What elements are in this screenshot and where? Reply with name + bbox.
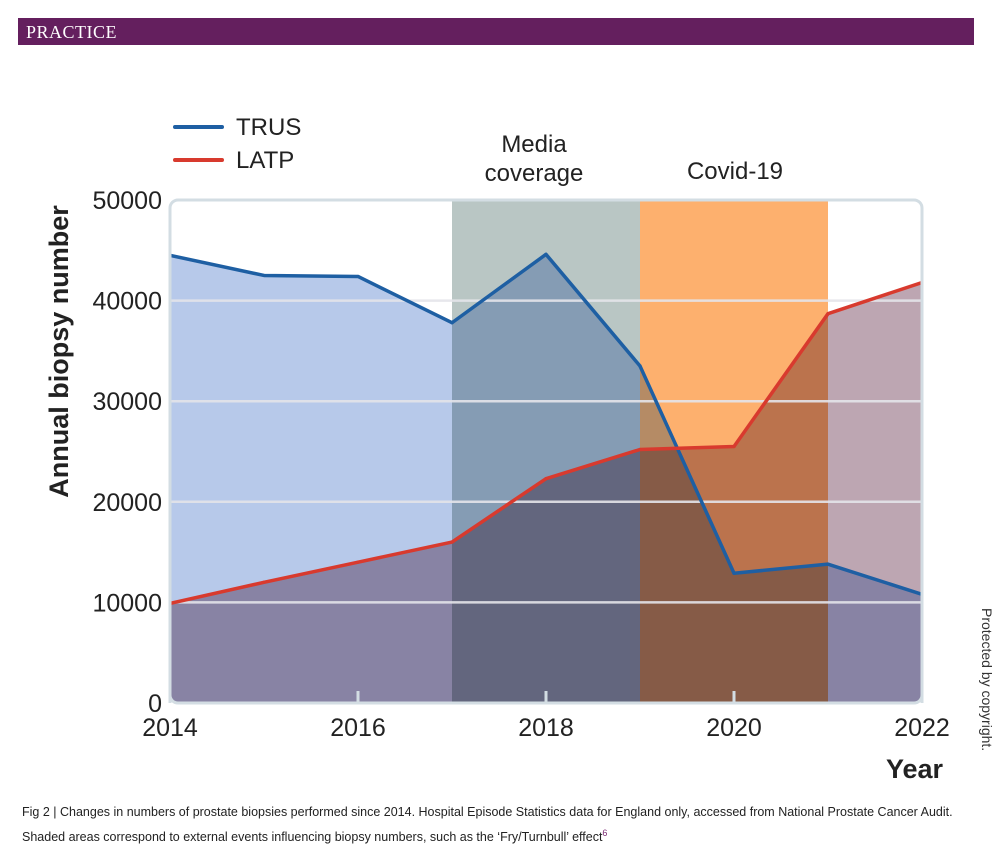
x-tick-label-2018: 2018 — [518, 714, 574, 742]
x-tick-label-2016: 2016 — [330, 714, 386, 742]
point-trus-2019 — [638, 364, 642, 368]
x-tick-label-2020: 2020 — [706, 714, 762, 742]
point-trus-2018 — [544, 252, 548, 256]
point-latp-2016 — [356, 560, 360, 564]
caption-reference: 6 — [602, 828, 608, 838]
point-trus-2016 — [356, 274, 360, 279]
legend-label-latp: LATP — [236, 147, 294, 174]
copyright-watermark: Protected by copyright. — [979, 608, 995, 752]
region-label-0-line-1: coverage — [485, 160, 584, 187]
point-latp-2018 — [544, 477, 548, 481]
legend-label-trus: TRUS — [236, 114, 301, 141]
point-latp-2017 — [450, 540, 454, 544]
y-axis-title: Annual biopsy number — [44, 205, 74, 498]
y-tick-label-0: 0 — [148, 690, 162, 718]
point-trus-2021 — [826, 562, 830, 566]
point-latp-2021 — [826, 312, 830, 316]
section-label: PRACTICE — [26, 22, 118, 42]
region-label-1-line-0: Covid-19 — [687, 158, 783, 185]
y-tick-label-50000: 50000 — [92, 187, 162, 215]
x-tick-label-2014: 2014 — [142, 714, 198, 742]
point-trus-2015 — [262, 273, 266, 278]
y-tick-label-30000: 30000 — [92, 388, 162, 416]
x-axis-title: Year — [886, 754, 944, 784]
figure-caption: Fig 2 | Changes in numbers of prostate b… — [22, 802, 977, 848]
point-trus-2020 — [732, 571, 736, 575]
point-latp-2020 — [732, 444, 736, 449]
point-latp-2015 — [262, 580, 266, 584]
biopsy-chart: 0 10000 20000 30000 40000 50000 2014 2016 2018 20… — [44, 114, 950, 784]
section-header-bar: PRACTICE — [18, 18, 974, 45]
x-tick-label-2022: 2022 — [894, 714, 950, 742]
y-tick-label-10000: 10000 — [92, 589, 162, 617]
caption-text: Fig 2 | Changes in numbers of prostate b… — [22, 805, 953, 845]
y-tick-label-40000: 40000 — [92, 288, 162, 316]
area-latp — [170, 282, 922, 703]
y-tick-label-20000: 20000 — [92, 489, 162, 517]
region-label-0-line-0: Media — [501, 131, 567, 158]
point-latp-2019 — [638, 447, 642, 452]
point-trus-2017 — [450, 321, 454, 325]
